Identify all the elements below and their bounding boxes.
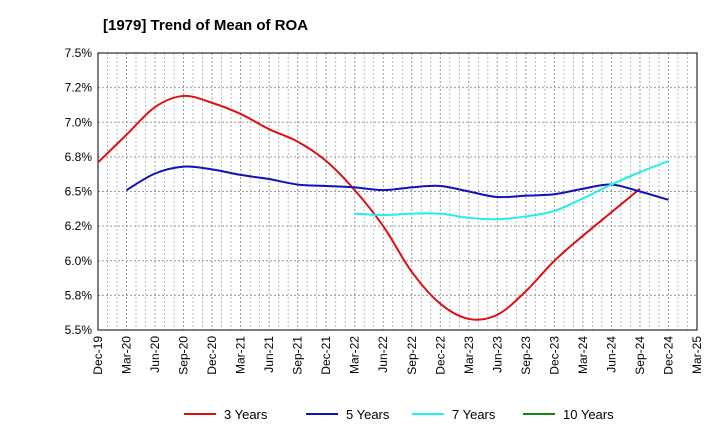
y-axis: 5.5% 5.8% 6.0% 6.2% 6.5% 6.8% 7.0% 7.2% 7.5% xyxy=(65,46,93,337)
x-tick-label: Mar-24 xyxy=(576,336,590,374)
x-tick-label: Jun-20 xyxy=(148,336,162,373)
x-tick-label: Mar-22 xyxy=(348,336,362,374)
chart-title: [1979] Trend of Mean of ROA xyxy=(103,17,308,34)
y-tick-label: 7.0% xyxy=(65,115,93,129)
y-tick-label: 5.5% xyxy=(65,323,93,337)
y-tick-label: 7.5% xyxy=(65,46,93,60)
x-tick-label: Sep-23 xyxy=(519,336,533,375)
legend-label: 3 Years xyxy=(224,407,268,422)
series-line-5-years xyxy=(126,165,669,201)
x-tick-label: Mar-21 xyxy=(234,336,248,374)
x-tick-label: Dec-21 xyxy=(319,336,333,375)
x-axis: Dec-19 Mar-20 Jun-20 Sep-20 Dec-20 Mar-21 Jun-… xyxy=(91,336,704,375)
x-tick-label: Sep-20 xyxy=(177,336,191,375)
y-tick-label: 7.2% xyxy=(65,81,93,95)
y-tick-label: 6.0% xyxy=(65,254,93,268)
series-line-3-years xyxy=(97,94,641,321)
x-tick-label: Dec-19 xyxy=(91,336,105,375)
x-tick-label: Dec-23 xyxy=(547,336,561,375)
x-tick-label: Mar-25 xyxy=(690,336,704,374)
x-tick-label: Dec-22 xyxy=(433,336,447,375)
x-tick-label: Sep-21 xyxy=(291,336,305,375)
y-tick-label: 5.8% xyxy=(65,288,93,302)
legend: 3 Years 5 Years 7 Years 10 Years xyxy=(184,407,614,422)
plot-area-frame xyxy=(97,52,698,331)
x-tick-label: Sep-22 xyxy=(405,336,419,375)
series-lines xyxy=(97,94,669,321)
x-tick-label: Jun-24 xyxy=(604,336,618,373)
series-line-7-years xyxy=(354,160,669,221)
y-tick-label: 6.2% xyxy=(65,219,93,233)
grid xyxy=(97,52,698,331)
legend-label: 5 Years xyxy=(346,407,390,422)
x-tick-label: Mar-20 xyxy=(120,336,134,374)
x-tick-label: Dec-24 xyxy=(661,336,675,375)
x-tick-label: Jun-22 xyxy=(376,336,390,373)
x-tick-label: Dec-20 xyxy=(205,336,219,375)
y-tick-label: 6.8% xyxy=(65,150,93,164)
y-tick-label: 6.5% xyxy=(65,185,93,199)
legend-label: 7 Years xyxy=(452,407,496,422)
legend-label: 10 Years xyxy=(563,407,614,422)
x-tick-label: Jun-23 xyxy=(490,336,504,373)
x-tick-label: Sep-24 xyxy=(633,336,647,375)
x-tick-label: Jun-21 xyxy=(262,336,276,373)
x-tick-label: Mar-23 xyxy=(462,336,476,374)
